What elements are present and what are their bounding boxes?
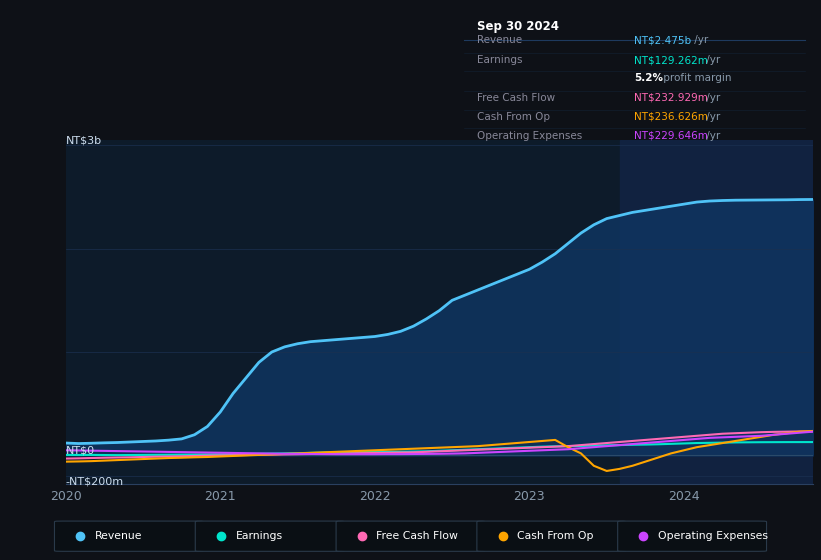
FancyBboxPatch shape — [477, 521, 626, 551]
Text: /yr: /yr — [704, 55, 721, 66]
Text: NT$3b: NT$3b — [66, 135, 102, 145]
Text: Operating Expenses: Operating Expenses — [658, 531, 768, 541]
Text: Free Cash Flow: Free Cash Flow — [376, 531, 458, 541]
Text: NT$129.262m: NT$129.262m — [635, 55, 708, 66]
Text: Cash From Op: Cash From Op — [478, 112, 551, 122]
Bar — [620, 140, 813, 484]
Text: NT$232.929m: NT$232.929m — [635, 93, 708, 103]
FancyBboxPatch shape — [195, 521, 344, 551]
FancyBboxPatch shape — [336, 521, 485, 551]
Text: /yr: /yr — [691, 35, 709, 45]
FancyBboxPatch shape — [617, 521, 767, 551]
Text: NT$236.626m: NT$236.626m — [635, 112, 708, 122]
Text: -NT$200m: -NT$200m — [66, 476, 124, 486]
Text: Earnings: Earnings — [478, 55, 523, 66]
FancyBboxPatch shape — [54, 521, 204, 551]
Text: 5.2%: 5.2% — [635, 73, 663, 83]
Text: Revenue: Revenue — [94, 531, 142, 541]
Text: /yr: /yr — [704, 93, 721, 103]
Text: /yr: /yr — [704, 112, 721, 122]
Text: Free Cash Flow: Free Cash Flow — [478, 93, 556, 103]
Text: Operating Expenses: Operating Expenses — [478, 130, 583, 141]
Text: Earnings: Earnings — [236, 531, 282, 541]
Text: NT$2.475b: NT$2.475b — [635, 35, 691, 45]
Text: NT$0: NT$0 — [66, 445, 94, 455]
Text: NT$229.646m: NT$229.646m — [635, 130, 708, 141]
Text: /yr: /yr — [704, 130, 721, 141]
Text: Cash From Op: Cash From Op — [517, 531, 594, 541]
Text: Sep 30 2024: Sep 30 2024 — [478, 20, 559, 33]
Text: profit margin: profit margin — [660, 73, 732, 83]
Text: Revenue: Revenue — [478, 35, 523, 45]
